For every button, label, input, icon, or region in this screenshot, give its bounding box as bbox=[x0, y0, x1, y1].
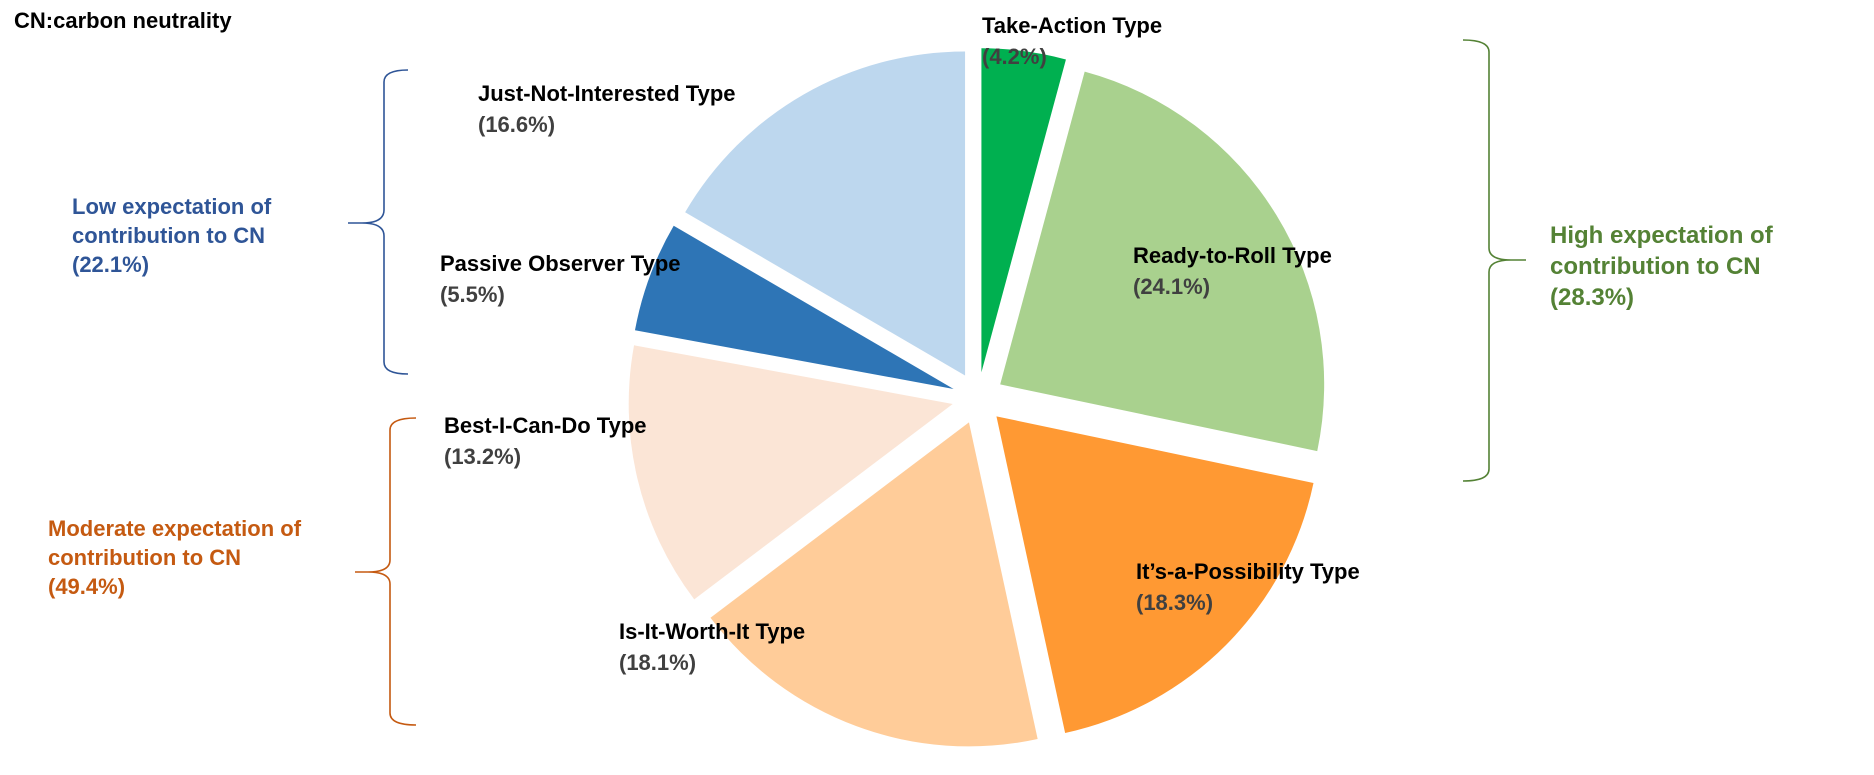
slice-label-ready-to-roll: Ready-to-Roll Type (24.1%) bbox=[1133, 243, 1332, 299]
slice-label-its-a-possibility: It’s-a-Possibility Type (18.3%) bbox=[1136, 559, 1360, 615]
slice-label-is-it-worth-it: Is-It-Worth-It Type (18.1%) bbox=[619, 619, 806, 675]
pie-slice-best-i-can-do-type bbox=[628, 345, 953, 600]
pie-slice-is-it-worth-it-type bbox=[710, 422, 1038, 747]
bracket-high bbox=[1462, 39, 1526, 482]
bracket-low bbox=[348, 69, 409, 375]
group-label-moderate: Moderate expectation of contribution to C… bbox=[48, 516, 302, 599]
pie-slice-ready-to-roll-type bbox=[1000, 71, 1325, 452]
bracket-moderate bbox=[355, 417, 417, 726]
slice-label-take-action: Take-Action Type (4.2%) bbox=[982, 13, 1163, 69]
pie-slice-take-action-type bbox=[981, 48, 1066, 373]
pie-slice-it-s-a-possibility-type bbox=[996, 416, 1314, 733]
slice-label-just-not-interested: Just-Not-Interested Type (16.6%) bbox=[478, 81, 736, 137]
slice-label-best-i-can-do: Best-I-Can-Do Type (13.2%) bbox=[444, 413, 647, 469]
pie-slice-just-not-interested-type bbox=[685, 51, 966, 376]
group-label-low: Low expectation of contribution to CN (22.… bbox=[72, 194, 272, 277]
group-label-high: High expectation of contribution to CN (28… bbox=[1550, 222, 1773, 311]
pie-slice-passive-observer-type bbox=[634, 225, 954, 389]
abbreviation-note: CN:carbon neutrality bbox=[14, 8, 232, 33]
slice-label-passive-observer: Passive Observer Type (5.5%) bbox=[440, 251, 681, 307]
